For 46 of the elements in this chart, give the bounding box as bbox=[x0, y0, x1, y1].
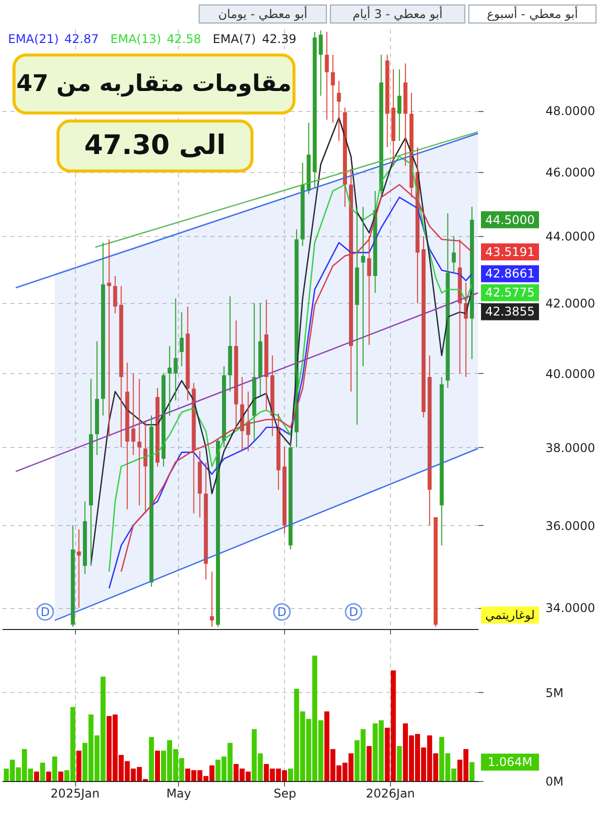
bar bbox=[46, 772, 52, 781]
y-tick-label: 40.0000 bbox=[546, 366, 596, 381]
bar bbox=[469, 762, 474, 781]
y-tick-label: 36.0000 bbox=[546, 518, 596, 533]
bar bbox=[76, 750, 82, 781]
y-tick-label: 42.0000 bbox=[546, 296, 596, 311]
data-label: 43.5191 bbox=[485, 244, 535, 259]
data-label: 1.064M bbox=[488, 755, 532, 770]
bar bbox=[155, 750, 160, 781]
y-tick-label: 38.0000 bbox=[546, 440, 596, 455]
annotation: 42.58 bbox=[166, 32, 202, 46]
y-tick-label: 48.0000 bbox=[546, 104, 596, 118]
text: EMA(21) bbox=[8, 32, 59, 46]
y-tick-label: 34.0000 bbox=[546, 601, 596, 616]
x-tick-label: 2026Jan bbox=[366, 786, 415, 800]
data-label: 42.8661 bbox=[485, 266, 535, 281]
annotation: 42.39 bbox=[262, 32, 296, 46]
text: EMA(13) bbox=[110, 32, 162, 46]
text: لوغاريتمي bbox=[485, 608, 535, 622]
bar bbox=[34, 772, 40, 781]
bar bbox=[40, 762, 46, 781]
bar bbox=[148, 736, 154, 781]
annotation: 44.5000 bbox=[485, 212, 535, 227]
y-tick-label: 46.0000 bbox=[546, 166, 596, 180]
bar bbox=[396, 746, 402, 781]
y-tick-label: 44.0000 bbox=[546, 230, 596, 244]
annotation: D bbox=[40, 604, 50, 619]
x-tick-label: 2025Jan bbox=[50, 786, 100, 800]
data-label: 42.5775 bbox=[485, 286, 535, 300]
text: أبو معطي - 3 أيام bbox=[352, 6, 443, 21]
text: EMA(7) bbox=[212, 32, 256, 46]
bar bbox=[58, 772, 64, 781]
text: أبو معطي - أسبوع bbox=[486, 6, 578, 21]
data-label: 42.3855 bbox=[485, 304, 535, 319]
annotation: مقاومات متقاربه من 47 bbox=[16, 71, 292, 97]
y-tick-label: 0M bbox=[546, 774, 564, 788]
x-tick-label: Sep bbox=[274, 786, 296, 800]
annotation: 42.87 bbox=[64, 32, 99, 46]
x-tick-label: May bbox=[166, 786, 192, 800]
bar bbox=[52, 756, 58, 781]
annotation: الى 47.30 bbox=[84, 130, 226, 161]
y-tick-label: 5M bbox=[546, 686, 564, 700]
annotation: D bbox=[277, 604, 287, 619]
bar bbox=[366, 746, 372, 781]
annotation: D bbox=[348, 604, 358, 619]
text: أبو معطي - يومان bbox=[218, 6, 308, 21]
